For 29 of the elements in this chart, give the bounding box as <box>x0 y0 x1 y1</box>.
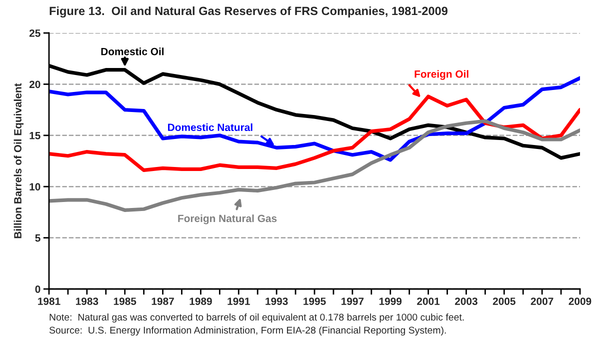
y-axis-title: Billion Barrels of Oil Equivalent <box>14 83 24 238</box>
source-note: Source: U.S. Energy Information Administration, Form EIA-28 (Financial Reporting System). <box>49 326 446 336</box>
chart-title: Figure 13. Oil and Natural Gas Reserves of FRS Companies, 1981-2009 <box>50 6 448 18</box>
x-tick-label: 2009 <box>568 298 592 305</box>
x-tick-label: 1987 <box>152 298 174 305</box>
x-tick-label: 2005 <box>492 298 516 305</box>
x-tick-label: 1999 <box>379 298 402 305</box>
x-tick-label: 2007 <box>530 298 554 305</box>
x-tick-label: 1997 <box>342 298 364 305</box>
y-tick-label: 0 <box>35 286 40 293</box>
x-tick-label: 1981 <box>38 298 60 305</box>
text: Note: Natural gas was converted to barrels of oil equivalent at 0.178 barrels per 1000 cubic feet. <box>50 313 464 323</box>
y-tick-label: 10 <box>30 183 40 190</box>
series-label: Domestic Natural <box>168 123 252 132</box>
x-tick-label: 1995 <box>304 298 326 305</box>
legend-label: Foreign Natural Gas <box>178 214 277 224</box>
series-label: Domestic Oil <box>101 48 164 56</box>
x-tick-label: 1983 <box>76 298 98 305</box>
y-tick-label: 20 <box>29 80 40 88</box>
x-tick-label: 1993 <box>266 298 288 305</box>
x-tick-label: 1985 <box>114 298 136 305</box>
y-tick-label: 15 <box>30 132 40 140</box>
y-tick-label: 25 <box>29 30 40 37</box>
series-label: Foreign Oil <box>414 70 468 80</box>
x-tick-label: 2001 <box>417 298 440 305</box>
x-tick-label: 2003 <box>454 298 478 305</box>
x-tick-label: 1991 <box>228 298 250 305</box>
x-tick-label: 1989 <box>190 298 212 305</box>
y-tick-label: 5 <box>35 234 40 242</box>
